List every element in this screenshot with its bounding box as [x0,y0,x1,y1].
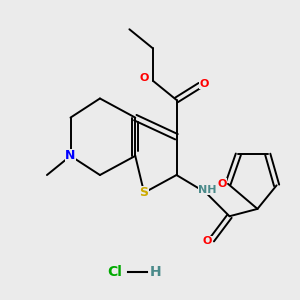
Text: O: O [203,236,212,246]
Text: O: O [200,79,209,89]
Text: O: O [140,73,149,83]
Text: S: S [140,186,148,199]
Text: NH: NH [198,185,217,195]
Text: H: H [150,265,162,279]
Text: Cl: Cl [107,265,122,279]
Text: N: N [65,149,76,162]
Text: O: O [218,179,227,189]
